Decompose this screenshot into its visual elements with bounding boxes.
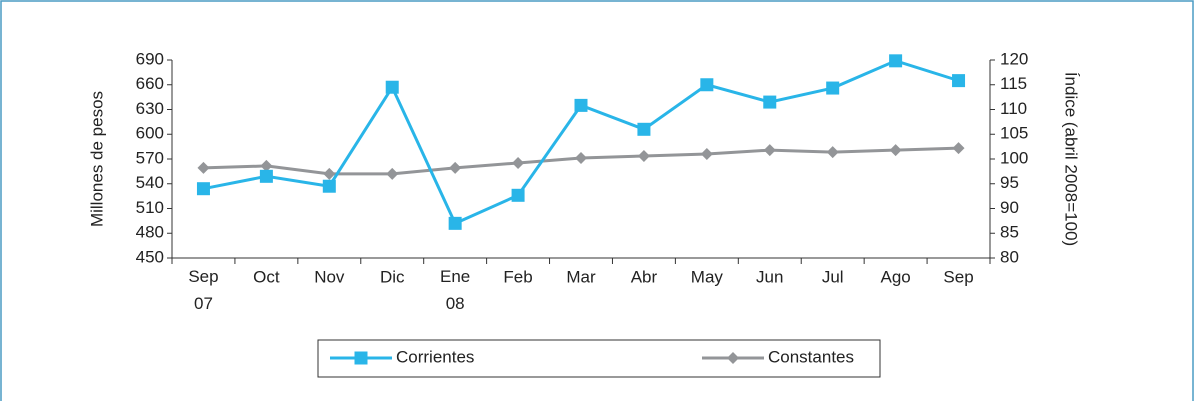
point [323, 167, 336, 180]
y2-tick-label: 85 [1000, 223, 1019, 242]
point [197, 161, 210, 174]
y-tick-label: 660 [136, 74, 164, 93]
legend-label: Corrientes [396, 347, 474, 366]
x-tick-label: Sep 07 [188, 267, 218, 313]
point [763, 144, 776, 157]
point [196, 182, 210, 196]
point [575, 152, 587, 165]
x-tick-label: Abr [631, 267, 658, 286]
x-tick-label: Dic [380, 267, 405, 286]
point [889, 54, 903, 68]
x-tick-label: May [691, 267, 724, 286]
y2-tick-label: 110 [1000, 99, 1027, 118]
y-tick-label: 570 [136, 148, 164, 167]
y-tick-label: 510 [136, 198, 164, 217]
y-axis-label: Millones de pesos [87, 91, 106, 227]
point [386, 167, 399, 180]
y2-tick-label: 80 [1000, 247, 1019, 266]
legend-marker [727, 352, 739, 364]
point [259, 169, 273, 183]
y2-tick-label: 100 [1000, 148, 1028, 167]
x-tick-label: Jul [822, 267, 844, 286]
point [574, 98, 588, 112]
x-tick-label: Ago [880, 267, 910, 286]
y2-tick-label: 115 [1000, 74, 1027, 93]
point [952, 142, 965, 155]
point [448, 216, 462, 230]
point [322, 179, 336, 193]
point [511, 188, 525, 202]
point [889, 144, 902, 157]
point [952, 74, 966, 88]
point [449, 161, 462, 174]
point [700, 148, 713, 161]
y2-tick-label: 120 [1000, 49, 1028, 68]
x-tick-label: Ene 08 [440, 267, 470, 313]
y-tick-label: 630 [136, 99, 164, 118]
legend-box [317, 339, 881, 378]
y2-axis-label: Índice (abril 2008=100) [1062, 72, 1081, 246]
y-tick-label: 690 [136, 49, 164, 68]
legend-label: Constantes [768, 347, 854, 366]
y-tick-label: 540 [136, 173, 164, 192]
point [763, 95, 777, 109]
point [637, 122, 651, 136]
legend-marker [354, 351, 368, 365]
x-tick-label: Oct [253, 267, 280, 286]
y2-tick-label: 90 [1000, 198, 1019, 217]
point [826, 146, 839, 159]
x-tick-label: Sep [943, 267, 973, 286]
point [700, 78, 714, 92]
y-tick-label: 480 [136, 223, 164, 242]
y2-tick-label: 105 [1000, 124, 1028, 143]
y2-tick-label: 95 [1000, 173, 1019, 192]
point [260, 159, 273, 172]
y-tick-label: 450 [136, 247, 164, 266]
point [385, 80, 399, 94]
series-line [203, 59, 959, 226]
x-tick-label: Nov [314, 267, 345, 286]
point [826, 81, 840, 95]
y-tick-label: 600 [136, 124, 164, 143]
x-tick-label: Mar [566, 267, 596, 286]
x-tick-label: Feb [503, 267, 532, 286]
x-tick-label: Jun [756, 267, 783, 286]
point [637, 150, 650, 163]
point [512, 156, 525, 169]
